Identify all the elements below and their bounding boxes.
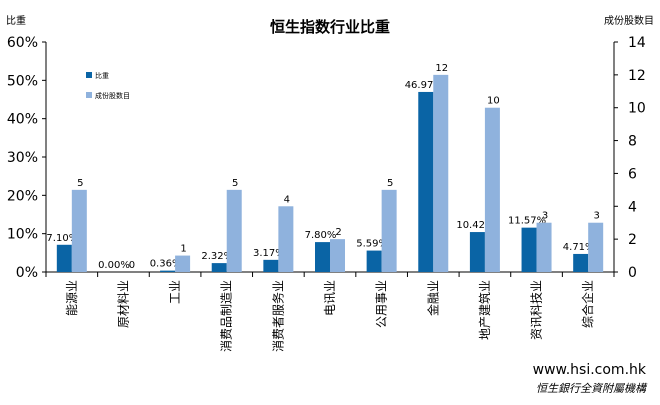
data-label-share: 2.32% — [201, 251, 233, 262]
bar-share — [315, 242, 330, 272]
y-left-tick-label: 60% — [7, 35, 38, 51]
bar-count — [71, 189, 87, 272]
bar-count — [588, 222, 604, 272]
bar-share — [366, 250, 382, 272]
x-category-label: 电讯业 — [323, 280, 337, 316]
source-url: www.hsi.com.hk — [533, 362, 647, 378]
y-right-tick-label: 6 — [628, 166, 637, 182]
x-category-label: 消费者服务业 — [270, 280, 285, 352]
x-category-label: 消费品制造业 — [220, 280, 234, 352]
data-label-count: 0 — [129, 260, 135, 271]
y-left-tick-label: 40% — [7, 112, 38, 128]
data-label-count: 5 — [387, 178, 393, 189]
bar-count — [226, 189, 242, 272]
data-label-share: 7.80% — [305, 230, 337, 241]
bar-count — [381, 189, 397, 272]
bar-share — [56, 244, 72, 272]
bar-share — [418, 91, 434, 272]
bar-share — [521, 227, 537, 272]
data-label-share: 4.71% — [563, 242, 595, 253]
bar-count — [330, 239, 345, 272]
data-label-count: 4 — [284, 194, 290, 205]
x-category-label: 公用事业 — [375, 280, 389, 328]
data-label-count: 3 — [542, 211, 548, 222]
data-label-count: 5 — [77, 178, 83, 189]
data-label-share: 0.36% — [150, 259, 182, 270]
x-category-label: 金融业 — [425, 280, 440, 316]
y-right-tick-label: 2 — [628, 232, 637, 248]
y-left-tick-label: 10% — [7, 227, 38, 243]
legend-label-count: 成份股数目 — [95, 91, 130, 100]
bar-count — [278, 206, 294, 272]
y-right-tick-label: 8 — [628, 134, 637, 150]
y-right-tick-label: 12 — [628, 68, 646, 84]
y-right-tick-label: 14 — [628, 35, 646, 51]
y-right-tick-label: 4 — [628, 199, 637, 215]
y-left-tick-label: 0% — [16, 265, 38, 281]
data-label-count: 10 — [487, 96, 500, 107]
x-category-label: 能源业 — [65, 280, 79, 316]
bar-share — [160, 270, 176, 272]
data-label-count: 5 — [232, 178, 238, 189]
chart-title: 恒生指数行业比重 — [270, 18, 390, 36]
x-category-label: 地产建筑业 — [477, 280, 492, 340]
y-left-tick-label: 30% — [7, 150, 38, 166]
data-label-count: 12 — [435, 63, 448, 74]
bar-count — [433, 74, 449, 272]
x-category-label: 原材料业 — [116, 280, 130, 328]
bar-share — [469, 232, 485, 272]
x-category-label: 资讯科技业 — [530, 280, 544, 340]
y-left-tick-label: 20% — [7, 188, 38, 204]
data-label-share: 46.97% — [405, 80, 443, 91]
bar-count — [536, 222, 552, 272]
bar-share — [573, 253, 589, 272]
x-category-label: 综合企业 — [580, 280, 595, 328]
source-org: 恒生銀行全資附屬機構 — [536, 382, 648, 395]
y-right-tick-label: 10 — [628, 101, 646, 117]
y-left-axis-title: 比重 — [6, 14, 26, 27]
data-label-count: 1 — [180, 244, 186, 255]
y-right-axis-title: 成份股数目 — [604, 14, 654, 27]
data-label-share: 0.00% — [98, 260, 130, 271]
data-label-share: 5.59% — [356, 239, 388, 250]
legend-label-share: 比重 — [95, 71, 109, 80]
bar-share — [263, 259, 279, 272]
x-category-label: 工业 — [168, 280, 182, 304]
legend-swatch-count — [86, 92, 92, 98]
bar-count — [175, 255, 191, 272]
data-label-share: 3.17% — [253, 248, 285, 259]
bar-count — [484, 107, 500, 272]
legend-swatch-share — [86, 72, 92, 78]
data-label-share: 7.10% — [46, 233, 78, 244]
legend: 比重 成份股数目 — [86, 71, 130, 100]
y-right-tick-label: 0 — [628, 265, 637, 281]
data-label-count: 3 — [593, 211, 599, 222]
data-label-count: 2 — [335, 227, 341, 238]
y-left-tick-label: 50% — [7, 73, 38, 89]
bar-share — [211, 263, 227, 272]
data-label-share: 10.42% — [456, 220, 494, 231]
data-label-share: 11.57% — [508, 216, 546, 227]
